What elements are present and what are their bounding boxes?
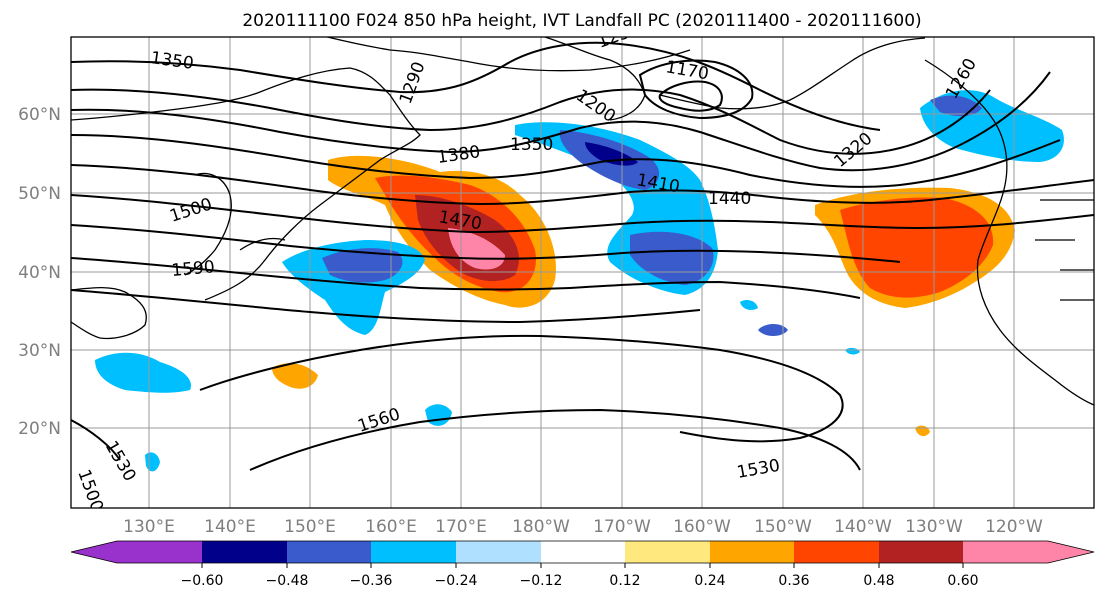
lon-label: 150°W <box>754 517 812 537</box>
lat-labels: 60°N 50°N 40°N 30°N 20°N <box>18 105 61 439</box>
colorbar-swatch <box>879 541 963 563</box>
colorbar-swatch <box>541 541 625 563</box>
positive-anomaly-small <box>272 363 318 389</box>
lon-labels: 130°E 140°E 150°E 160°E 170°E 180°W 170°… <box>123 517 1043 537</box>
colorbar-swatch <box>202 541 287 563</box>
contour-label: 1440 <box>708 189 751 209</box>
colorbar-ticks <box>201 563 964 568</box>
colorbar-extend-high <box>1048 541 1094 563</box>
lon-label: 120°W <box>985 517 1043 537</box>
lon-label: 180°W <box>512 517 570 537</box>
lon-label: 170°E <box>435 517 487 537</box>
lon-label: 160°E <box>365 517 417 537</box>
lon-label: 150°E <box>284 517 336 537</box>
map-frame <box>70 36 1095 509</box>
lat-label: 50°N <box>18 184 61 204</box>
colorbar-tick-label: −0.60 <box>181 573 224 589</box>
positive-anomaly-east-mid <box>840 197 994 298</box>
negative-anomaly-west-dark <box>322 248 403 283</box>
colorbar-outline <box>70 540 1095 564</box>
negative-anomaly-small-3 <box>758 324 788 336</box>
lat-label: 40°N <box>18 263 61 283</box>
lon-label: 170°W <box>593 517 651 537</box>
map-panel: 1350 1290 1230 1170 1200 1260 1320 1380 … <box>18 36 1095 537</box>
contour-label: 1350 <box>510 135 553 155</box>
lon-label: 130°W <box>905 517 963 537</box>
height-contours <box>71 41 1094 471</box>
negative-anomaly-small-4 <box>740 300 758 310</box>
colorbar-swatch <box>794 541 879 563</box>
colorbar-tick-label: −0.24 <box>435 573 478 589</box>
lon-label: 140°W <box>834 517 892 537</box>
colorbar-swatch <box>287 541 371 563</box>
negative-anomaly-small-5 <box>845 347 860 355</box>
colorbar-swatch <box>625 541 710 563</box>
contour-label-group: 1350 1290 1230 1170 1200 1260 1320 1380 … <box>73 37 981 508</box>
negative-anomaly-sw <box>95 352 191 393</box>
colorbar-swatch <box>117 541 202 563</box>
colorbar-swatch <box>371 541 456 563</box>
lon-label: 130°E <box>123 517 175 537</box>
colorbar-swatch <box>710 541 794 563</box>
lon-label: 160°W <box>673 517 731 537</box>
figure-title: 2020111100 F024 850 hPa height, IVT Land… <box>242 11 921 31</box>
colorbar-extend-low <box>71 541 117 563</box>
contour-label: 1590 <box>171 257 216 281</box>
colorbar-tick-label: 0.12 <box>609 573 640 589</box>
colorbar-tick-label: 0.24 <box>694 573 725 589</box>
colorbar-tick-label: −0.48 <box>266 573 309 589</box>
colorbar: −0.60 −0.48 −0.36 −0.24 −0.12 0.12 0.24 … <box>70 540 1095 589</box>
colorbar-swatch <box>963 541 1048 563</box>
colorbar-swatch <box>456 541 541 563</box>
lat-label: 60°N <box>18 105 61 125</box>
colorbar-tick-label: −0.12 <box>520 573 563 589</box>
colorbar-tick-label: 0.48 <box>863 573 894 589</box>
colorbar-tick-label: −0.36 <box>350 573 393 589</box>
lat-label: 30°N <box>18 341 61 361</box>
lat-label: 20°N <box>18 419 61 439</box>
lon-label: 140°E <box>204 517 256 537</box>
colorbar-tick-labels: −0.60 −0.48 −0.36 −0.24 −0.12 0.12 0.24 … <box>181 573 979 589</box>
gridlines <box>71 37 1094 508</box>
colorbar-tick-label: 0.60 <box>947 573 978 589</box>
colorbar-tick-label: 0.36 <box>778 573 809 589</box>
